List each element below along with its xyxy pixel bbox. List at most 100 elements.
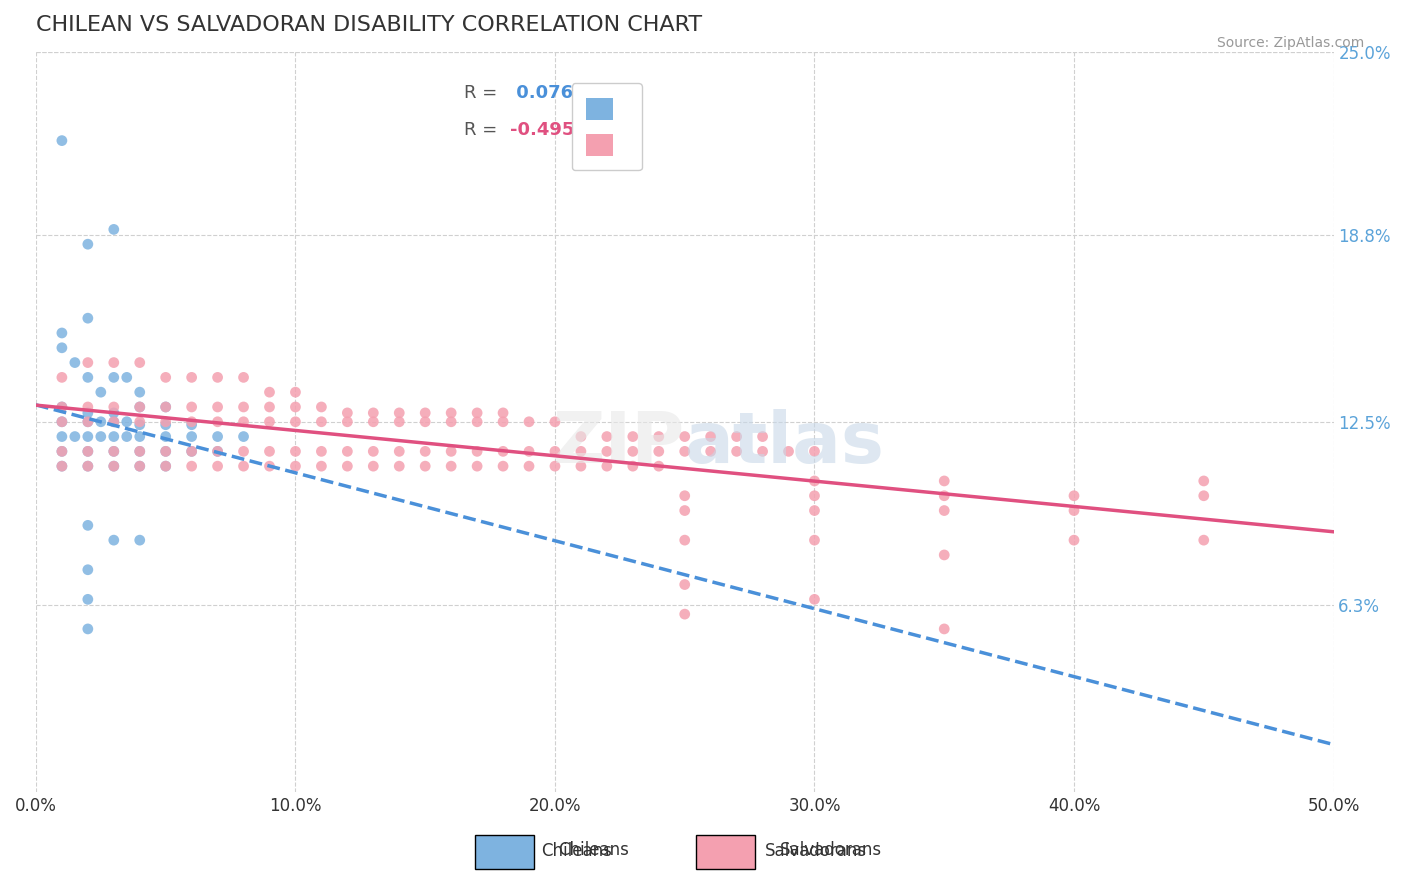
Point [673, 607, 696, 621]
Point [155, 415, 177, 429]
Point [207, 444, 229, 458]
Point [76, 429, 98, 443]
Point [128, 444, 150, 458]
Point [128, 400, 150, 414]
Point [232, 444, 254, 458]
Point [388, 459, 411, 474]
Point [103, 406, 125, 420]
Point [465, 459, 488, 474]
Point [180, 400, 202, 414]
FancyBboxPatch shape [696, 835, 755, 869]
Point [596, 429, 619, 443]
Point [76, 370, 98, 384]
Point [51, 134, 73, 148]
Point [673, 429, 696, 443]
Point [803, 533, 825, 548]
Point [803, 503, 825, 517]
Point [934, 548, 956, 562]
Point [51, 341, 73, 355]
Point [51, 415, 73, 429]
Point [388, 406, 411, 420]
Point [103, 459, 125, 474]
Point [569, 429, 592, 443]
Point [259, 385, 281, 400]
Point [180, 415, 202, 429]
Point [544, 459, 567, 474]
Point [517, 444, 540, 458]
Point [128, 429, 150, 443]
Point [103, 415, 125, 429]
Point [803, 474, 825, 488]
Point [1192, 489, 1215, 503]
Point [76, 355, 98, 369]
Point [492, 459, 515, 474]
Point [76, 444, 98, 458]
Point [103, 400, 125, 414]
Point [155, 459, 177, 474]
Point [76, 311, 98, 326]
Point [103, 444, 125, 458]
Point [51, 429, 73, 443]
Point [673, 489, 696, 503]
Point [725, 429, 748, 443]
Point [76, 622, 98, 636]
Point [76, 415, 98, 429]
Point [596, 444, 619, 458]
Point [803, 592, 825, 607]
Point [336, 415, 359, 429]
Point [1063, 489, 1085, 503]
Text: Chileans: Chileans [558, 840, 628, 859]
Point [259, 444, 281, 458]
Point [155, 429, 177, 443]
Point [103, 355, 125, 369]
Point [180, 444, 202, 458]
Text: N =: N = [561, 84, 613, 103]
Point [63, 355, 86, 369]
Point [232, 370, 254, 384]
Point [413, 459, 436, 474]
Point [232, 429, 254, 443]
Point [517, 415, 540, 429]
Point [440, 415, 463, 429]
Point [51, 370, 73, 384]
Point [180, 370, 202, 384]
Point [363, 406, 385, 420]
Text: 0.076: 0.076 [509, 84, 572, 103]
Point [336, 406, 359, 420]
Point [180, 429, 202, 443]
Point [51, 415, 73, 429]
Point [311, 444, 333, 458]
Point [673, 503, 696, 517]
Text: R =: R = [464, 120, 503, 138]
Point [284, 444, 307, 458]
Point [363, 415, 385, 429]
Point [440, 459, 463, 474]
Point [492, 444, 515, 458]
Point [115, 429, 138, 443]
Point [259, 415, 281, 429]
Point [699, 429, 721, 443]
Point [465, 406, 488, 420]
Text: Salvadorans: Salvadorans [779, 840, 882, 859]
Text: atlas: atlas [685, 409, 884, 478]
Point [51, 400, 73, 414]
Point [76, 400, 98, 414]
Text: CHILEAN VS SALVADORAN DISABILITY CORRELATION CHART: CHILEAN VS SALVADORAN DISABILITY CORRELA… [37, 15, 702, 35]
Point [115, 370, 138, 384]
Point [569, 459, 592, 474]
Point [76, 459, 98, 474]
Point [284, 415, 307, 429]
Point [115, 415, 138, 429]
Text: -0.495: -0.495 [509, 120, 574, 138]
FancyBboxPatch shape [475, 835, 534, 869]
Point [128, 459, 150, 474]
Point [207, 444, 229, 458]
Point [259, 400, 281, 414]
Point [103, 415, 125, 429]
Point [440, 444, 463, 458]
Point [103, 459, 125, 474]
Point [180, 459, 202, 474]
Point [232, 459, 254, 474]
Point [336, 459, 359, 474]
Point [76, 563, 98, 577]
